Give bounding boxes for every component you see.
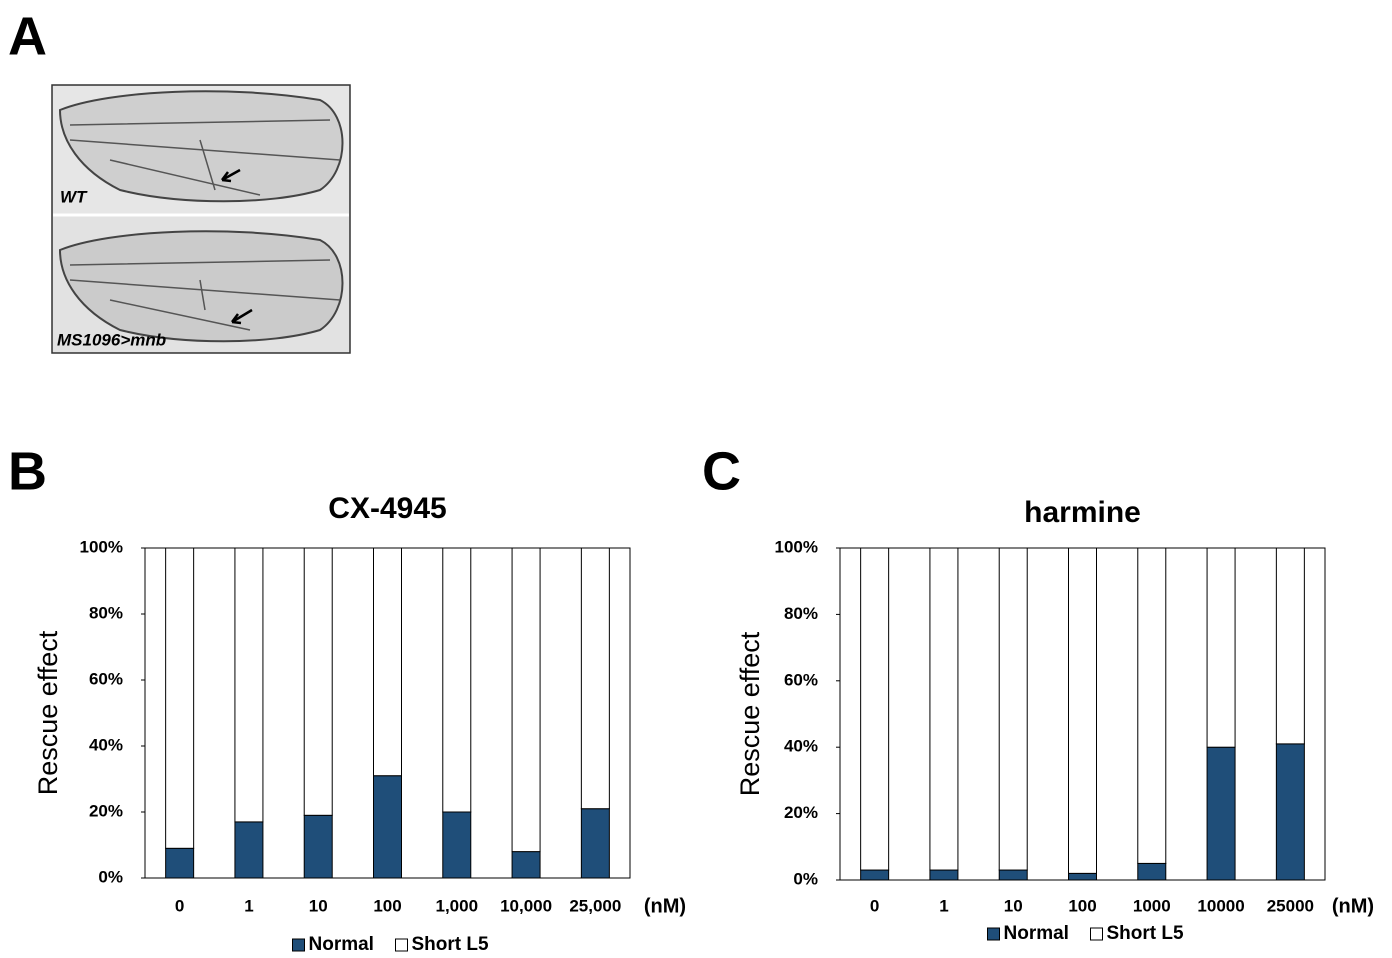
x-tick-label: 100: [373, 896, 401, 915]
y-tick-label: 40%: [784, 737, 818, 756]
bar: [373, 775, 402, 879]
bar: [442, 811, 472, 879]
legend-label: Normal: [309, 934, 374, 955]
bar: [580, 808, 610, 879]
bar: [860, 547, 890, 871]
bar: [511, 851, 541, 879]
panel-label: A: [8, 6, 47, 66]
bar: [580, 547, 610, 810]
wing-veins: [69, 119, 341, 196]
bar: [1137, 547, 1167, 864]
legend-swatch: [987, 927, 1000, 941]
x-tick-label: 25,000: [569, 896, 621, 915]
y-tick-label: 80%: [89, 603, 123, 622]
legend-swatch: [395, 938, 408, 952]
x-tick-label: 1: [939, 896, 948, 915]
x-tick-label: 0: [870, 896, 879, 915]
panel-label: B: [8, 441, 47, 501]
x-unit: (nM): [644, 895, 686, 917]
x-tick-label: 0: [175, 896, 184, 915]
bar: [1275, 743, 1305, 881]
y-tick-label: 100%: [80, 537, 123, 556]
wing-veins: [69, 259, 341, 331]
x-tick-label: 1: [244, 896, 253, 915]
y-tick-label: 100%: [775, 537, 818, 556]
bar: [1206, 547, 1236, 748]
y-tick-label: 60%: [784, 670, 818, 689]
y-tick-label: 60%: [89, 669, 123, 688]
bar: [1275, 547, 1305, 745]
bar: [303, 814, 333, 879]
bar: [234, 821, 264, 879]
legend-swatch: [292, 938, 305, 952]
x-tick-label: 1000: [1133, 896, 1171, 915]
arrow: [231, 308, 253, 325]
bar: [998, 547, 1028, 871]
bar: [1068, 872, 1097, 881]
x-tick-label: 100: [1068, 896, 1096, 915]
legend-label: Normal: [1004, 923, 1069, 944]
y-tick-label: 0%: [793, 869, 818, 888]
wing-images: WT MS1096>mnb: [51, 84, 351, 354]
arrow: [221, 168, 241, 183]
y-tick-label: 40%: [89, 735, 123, 754]
bar: [165, 847, 195, 879]
y-axis-label: Rescue effect: [33, 630, 63, 795]
bar: [442, 547, 472, 813]
y-tick-label: 20%: [89, 801, 123, 820]
image-label: WT: [60, 187, 88, 206]
legend-label: Short L5: [412, 934, 489, 955]
bar: [860, 869, 890, 881]
legend-label: Short L5: [1107, 923, 1184, 944]
chart-title: CX-4945: [328, 492, 446, 525]
chart-title: harmine: [1024, 496, 1141, 529]
image-label: MS1096>mnb: [57, 330, 166, 349]
y-axis-label: Rescue effect: [735, 631, 765, 796]
bar: [929, 869, 959, 881]
y-tick-label: 20%: [784, 803, 818, 822]
bar: [929, 547, 959, 871]
bar: [234, 547, 264, 823]
x-tick-label: 1,000: [436, 896, 479, 915]
bar: [1068, 547, 1097, 874]
y-tick-label: 0%: [98, 867, 123, 886]
x-tick-label: 25000: [1267, 896, 1314, 915]
bar: [303, 547, 333, 816]
y-tick-label: 80%: [784, 604, 818, 623]
bar: [1137, 862, 1167, 881]
x-unit: (nM): [1332, 895, 1374, 917]
bar: [1206, 746, 1236, 881]
bar: [373, 547, 402, 777]
x-tick-label: 10000: [1197, 896, 1244, 915]
legend-swatch: [1090, 927, 1103, 941]
x-tick-label: 10: [309, 896, 328, 915]
panel-label: C: [702, 441, 741, 501]
bar: [165, 547, 195, 849]
bar: [511, 547, 541, 853]
x-tick-label: 10: [1004, 896, 1023, 915]
bar: [998, 869, 1028, 881]
x-tick-label: 10,000: [500, 896, 552, 915]
